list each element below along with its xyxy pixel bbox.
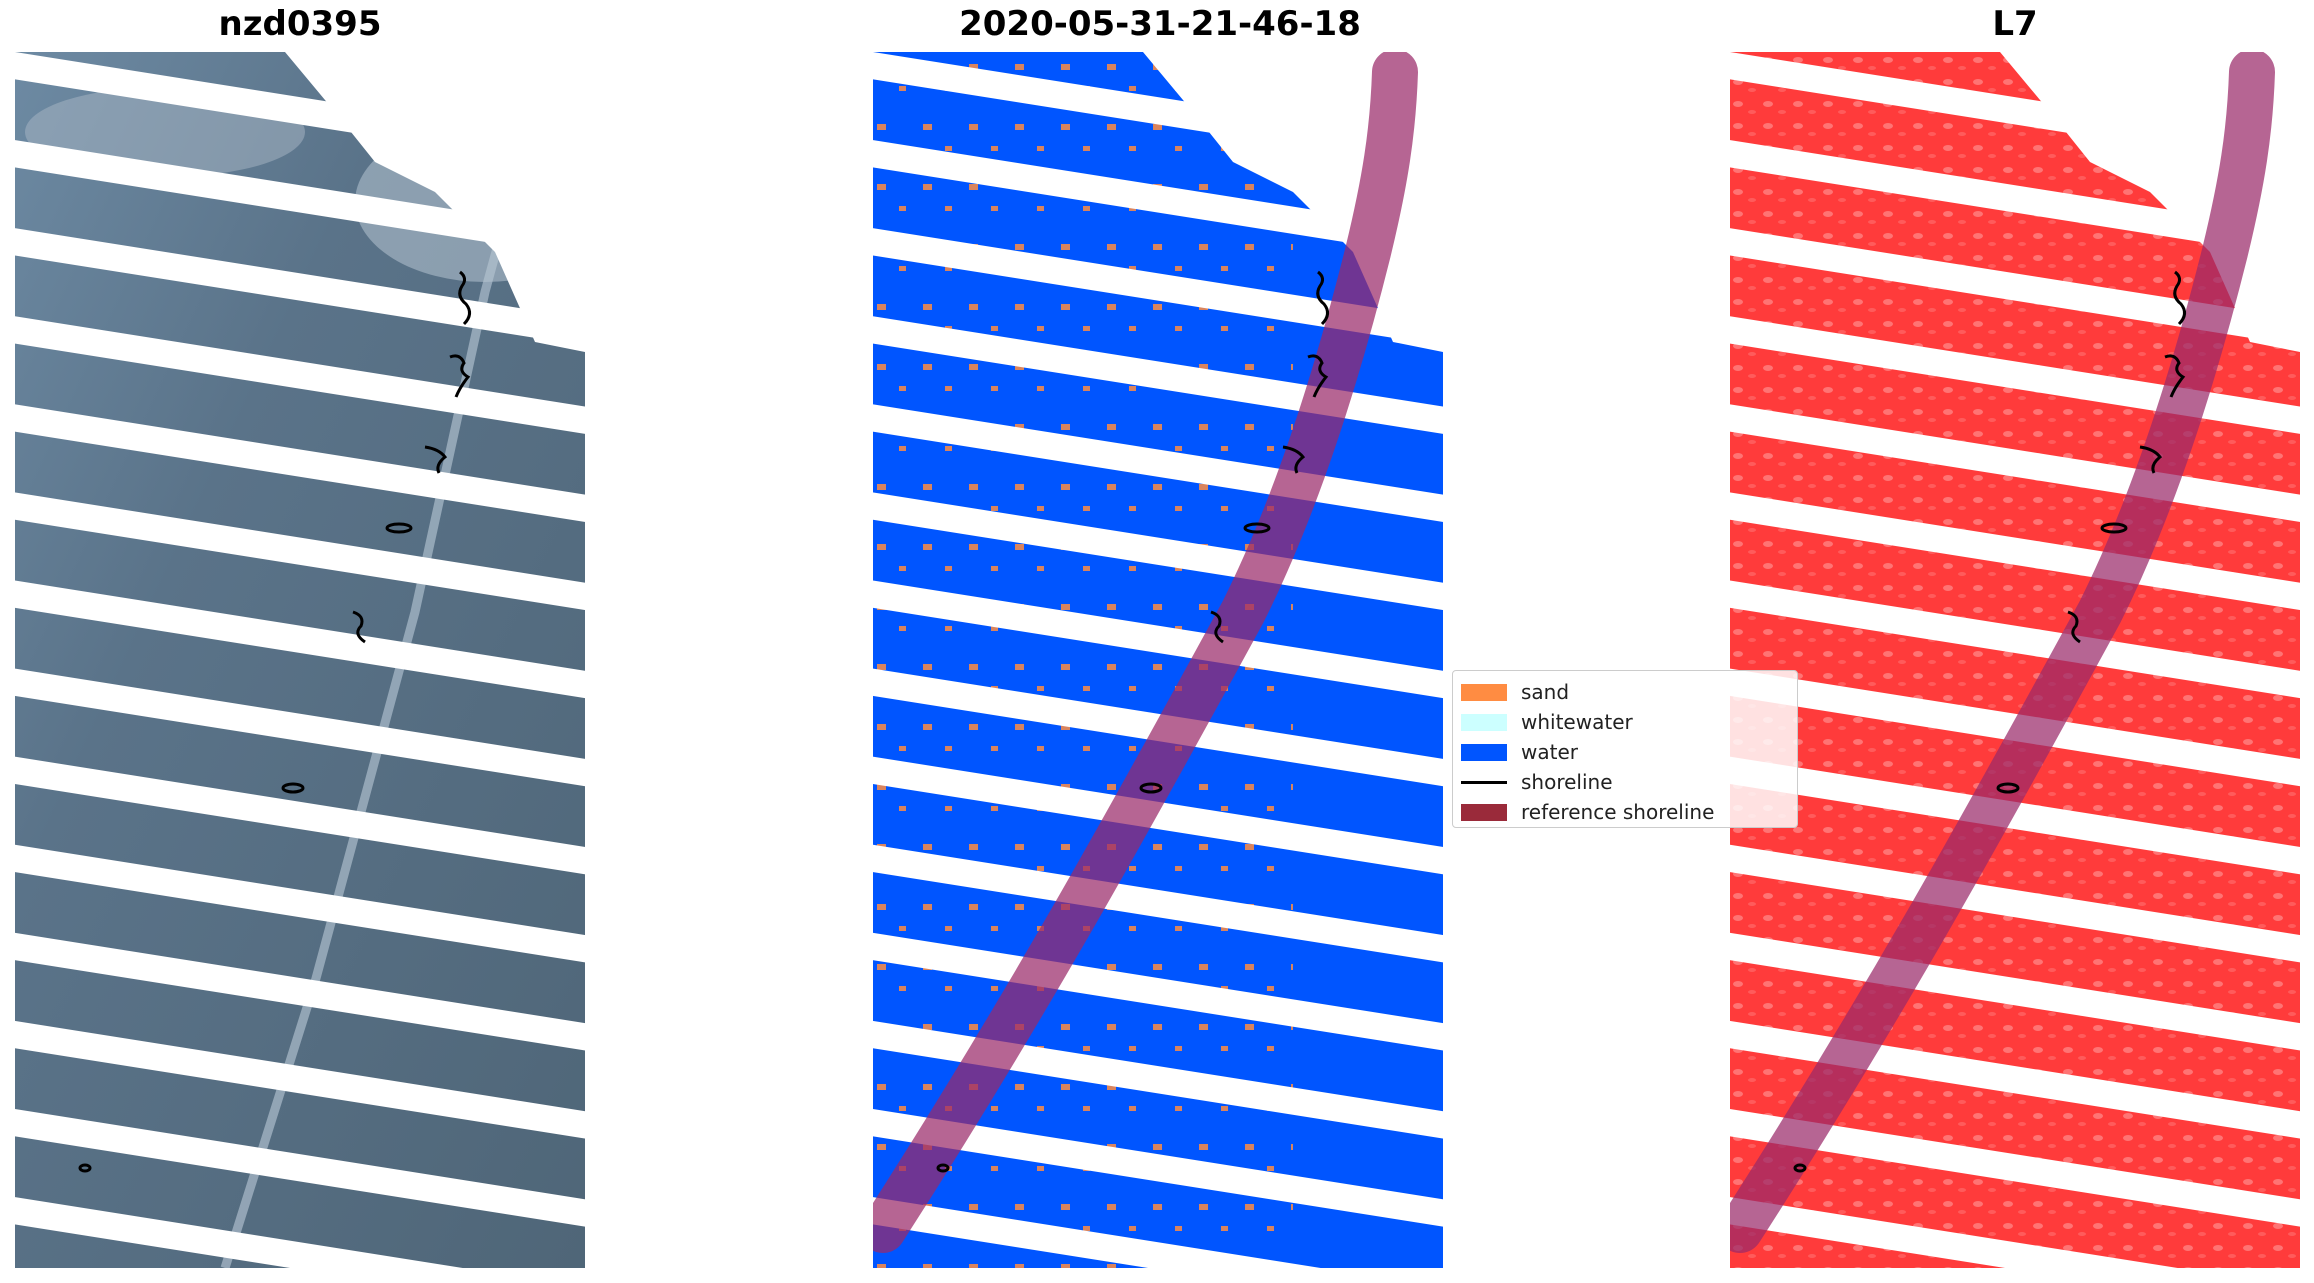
panel-title-date: 2020-05-31-21-46-18 (959, 4, 1361, 44)
reference-shoreline-swatch (1461, 803, 1507, 821)
rgb-satellite-image (15, 52, 585, 1268)
mndwi-image (1730, 52, 2300, 1268)
reference-shoreline-band (873, 52, 1418, 1253)
reference-shoreline-band (1730, 52, 2275, 1253)
rgb-image-panel (15, 52, 585, 1268)
panel-title-satellite: L7 (1992, 4, 2038, 44)
legend-label: whitewater (1521, 710, 1633, 734)
legend-label: shoreline (1521, 770, 1613, 794)
legend-item-water: water (1461, 737, 1789, 767)
sand-swatch (1461, 683, 1507, 701)
classified-image-panel (873, 52, 1443, 1268)
legend-label: sand (1521, 680, 1570, 704)
whitewater-swatch (1461, 713, 1507, 731)
legend: sand whitewater water shoreline referenc… (1452, 670, 1798, 828)
legend-item-whitewater: whitewater (1461, 707, 1789, 737)
classified-image (873, 52, 1443, 1268)
shoreline-line-icon (1461, 780, 1507, 784)
panel-title-rgb: nzd0395 (218, 4, 382, 44)
legend-item-shoreline: shoreline (1461, 767, 1789, 797)
legend-label: water (1521, 740, 1578, 764)
mndwi-image-panel (1730, 52, 2300, 1268)
legend-item-reference-shoreline: reference shoreline (1461, 797, 1789, 827)
water-swatch (1461, 743, 1507, 761)
legend-item-sand: sand (1461, 677, 1789, 707)
legend-label: reference shoreline (1521, 800, 1715, 824)
